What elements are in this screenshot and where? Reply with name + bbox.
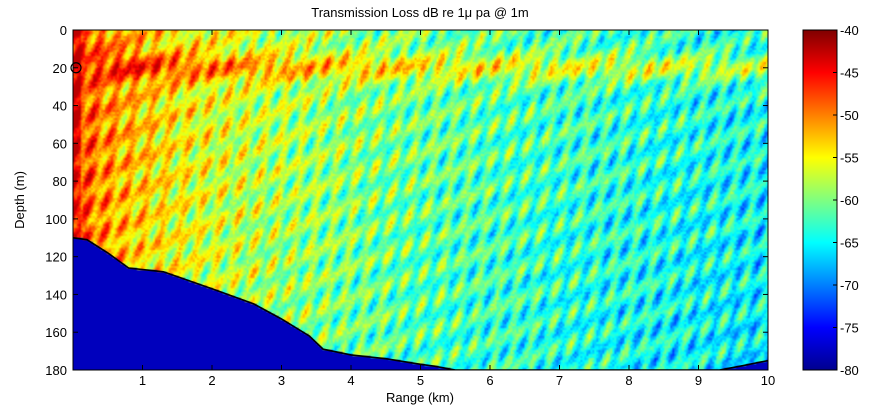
colorbar-tick-label: -40	[840, 23, 859, 38]
y-tick-label: 120	[45, 250, 67, 265]
colorbar-tick-label: -55	[840, 151, 859, 166]
colorbar: -40 -45 -50 -55 -60 -65 -70 -75 -80	[802, 23, 859, 378]
colorbar-gradient	[802, 29, 838, 371]
y-tick-label: 40	[53, 99, 67, 114]
x-tick-label: 7	[556, 373, 563, 388]
x-tick-label: 4	[347, 373, 354, 388]
x-tick-label: 10	[761, 373, 775, 388]
colorbar-tick-label: -50	[840, 108, 859, 123]
x-tick-label: 5	[417, 373, 424, 388]
x-tick-label: 2	[208, 373, 215, 388]
y-axis-label: Depth (m)	[12, 171, 27, 229]
source-marker	[70, 62, 82, 74]
colorbar-tick-label: -60	[840, 193, 859, 208]
y-tick-label: 140	[45, 287, 67, 302]
x-tick-label: 3	[278, 373, 285, 388]
y-tick-label: 100	[45, 212, 67, 227]
colorbar-ticks: -40 -45 -50 -55 -60 -65 -70 -75 -80	[833, 23, 859, 378]
chart-title: Transmission Loss dB re 1μ pa @ 1m	[311, 5, 528, 20]
colorbar-tick-label: -80	[840, 363, 859, 378]
colorbar-tick-label: -75	[840, 321, 859, 336]
y-tick-label: 0	[60, 23, 67, 38]
x-axis-label: Range (km)	[386, 390, 454, 405]
y-tick-label: 160	[45, 325, 67, 340]
x-tick-label: 9	[695, 373, 702, 388]
x-tick-label: 6	[486, 373, 493, 388]
colorbar-tick-label: -65	[840, 236, 859, 251]
seafloor-line	[73, 237, 768, 370]
x-axis: 1 2 3 4 5 6 7 8 9 10	[139, 30, 775, 388]
y-tick-label: 80	[53, 174, 67, 189]
plot-area: 1 2 3 4 5 6 7 8 9 10 0 20 40 60 80 100 120 140 160 180	[45, 23, 775, 388]
y-tick-label: 180	[45, 363, 67, 378]
y-tick-label: 20	[53, 61, 67, 76]
x-tick-label: 8	[625, 373, 632, 388]
colorbar-tick-label: -45	[840, 66, 859, 81]
y-axis: 0 20 40 60 80 100 120 140 160 180	[45, 23, 768, 378]
x-tick-label: 1	[139, 373, 146, 388]
y-tick-label: 60	[53, 136, 67, 151]
transmission-loss-heatmap	[73, 30, 768, 370]
colorbar-tick-label: -70	[840, 278, 859, 293]
